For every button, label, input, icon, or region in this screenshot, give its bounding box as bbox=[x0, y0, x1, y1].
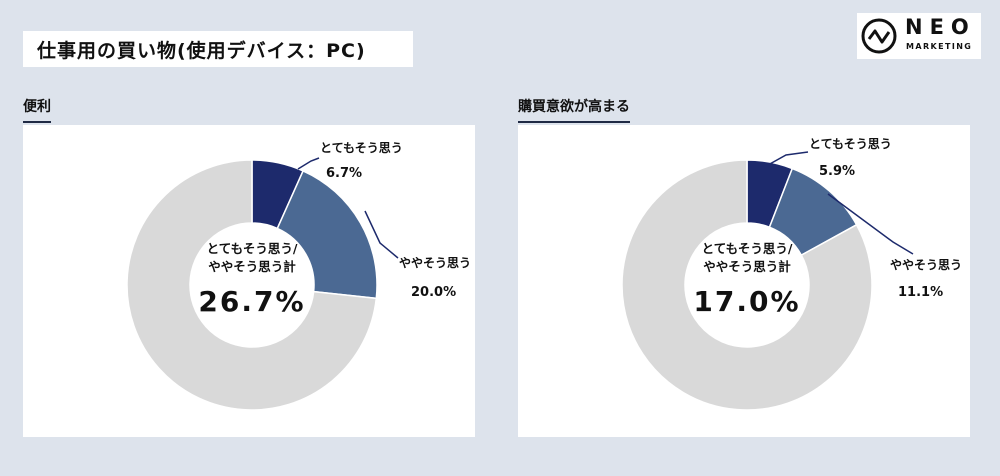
logo-name: NEO bbox=[905, 15, 976, 39]
slice-value-1: 11.1% bbox=[898, 285, 943, 300]
slice-label-0: とてもそう思う bbox=[809, 137, 892, 151]
donut-chart-purchase-intent: とてもそう思う 5.9% ややそう思う 11.1% とてもそう思う/ややそう思う計 17.… bbox=[621, 137, 962, 411]
center-label-line1: とてもそう思う/ bbox=[207, 241, 298, 256]
center-label-line1: とてもそう思う/ bbox=[702, 241, 793, 256]
center-label-line2: ややそう思う計 bbox=[208, 259, 296, 274]
chart-title-purchase-intent: 購買意欲が高まる bbox=[518, 96, 630, 123]
logo-subtitle: MARKETING bbox=[906, 42, 973, 51]
chart-title-convenient: 便利 bbox=[23, 96, 51, 123]
neo-marketing-logo: NEO MARKETING bbox=[857, 13, 981, 59]
logo-mark-icon bbox=[861, 18, 897, 54]
page-title: 仕事用の買い物(使用デバイス：PC) bbox=[23, 31, 413, 67]
center-total-value: 26.7% bbox=[198, 285, 305, 318]
leader-line-1 bbox=[364, 210, 399, 259]
leader-line-1 bbox=[827, 193, 914, 255]
donut-slice-2 bbox=[126, 159, 378, 411]
donut-slice-2 bbox=[621, 159, 873, 411]
leader-line-0 bbox=[767, 151, 809, 166]
slice-value-0: 5.9% bbox=[819, 164, 855, 179]
leader-line-0 bbox=[297, 157, 320, 170]
donut-chart-convenient: とてもそう思う 6.7% ややそう思う 20.0% とてもそう思う/ややそう思う計 26.… bbox=[126, 141, 471, 411]
chart-panel-convenient: とてもそう思う 6.7% ややそう思う 20.0% とてもそう思う/ややそう思う計 26.… bbox=[23, 125, 475, 437]
slice-value-1: 20.0% bbox=[411, 285, 456, 300]
donut-slice-1 bbox=[276, 169, 378, 300]
slice-label-1: ややそう思う bbox=[399, 256, 471, 270]
slice-label-0: とてもそう思う bbox=[320, 141, 403, 155]
center-total-value: 17.0% bbox=[693, 285, 800, 318]
slice-value-0: 6.7% bbox=[326, 166, 362, 181]
slice-label-1: ややそう思う bbox=[890, 258, 962, 272]
chart-panel-purchase-intent: とてもそう思う 5.9% ややそう思う 11.1% とてもそう思う/ややそう思う計 17.… bbox=[518, 125, 970, 437]
center-label-line2: ややそう思う計 bbox=[703, 259, 791, 274]
